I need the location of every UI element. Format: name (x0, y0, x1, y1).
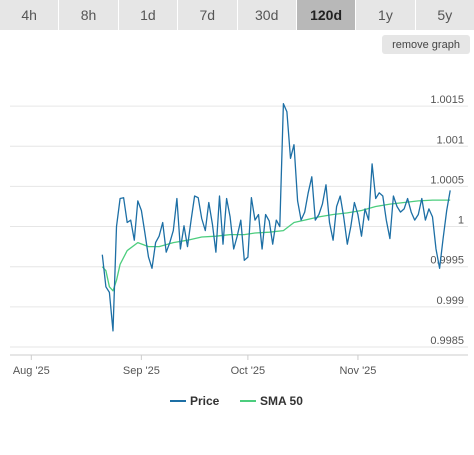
legend-item-price-label: Price (190, 394, 220, 408)
legend-item-sma50-label: SMA 50 (260, 394, 303, 408)
tab-120d[interactable]: 120d (296, 0, 357, 30)
y-tick-label: 1.001 (436, 134, 464, 146)
tab-8h[interactable]: 8h (59, 0, 119, 30)
x-tick-label: Nov '25 (339, 365, 376, 377)
tab-1y[interactable]: 1y (356, 0, 416, 30)
remove-graph-button[interactable]: remove graph (382, 35, 470, 54)
tab-7d[interactable]: 7d (178, 0, 238, 30)
tab-4h[interactable]: 4h (0, 0, 60, 30)
sma50-series-line (101, 199, 451, 292)
range-tabs: 4h 8h 1d 7d 30d 120d 1y 5y (0, 0, 474, 30)
y-tick-label: 1.0005 (430, 174, 464, 186)
y-tick-label: 0.9985 (430, 335, 464, 347)
price-series-line (101, 103, 451, 332)
tab-5y[interactable]: 5y (415, 0, 474, 30)
x-tick-label: Sep '25 (123, 365, 160, 377)
y-tick-label: 0.999 (436, 295, 464, 307)
y-tick-label: 1 (458, 215, 464, 227)
y-tick-label: 1.0015 (430, 94, 464, 106)
tab-1d[interactable]: 1d (118, 0, 179, 30)
tab-30d[interactable]: 30d (237, 0, 297, 30)
x-tick-label: Oct '25 (231, 365, 266, 377)
x-tick-label: Aug '25 (13, 365, 50, 377)
y-tick-label: 0.9995 (430, 255, 464, 267)
